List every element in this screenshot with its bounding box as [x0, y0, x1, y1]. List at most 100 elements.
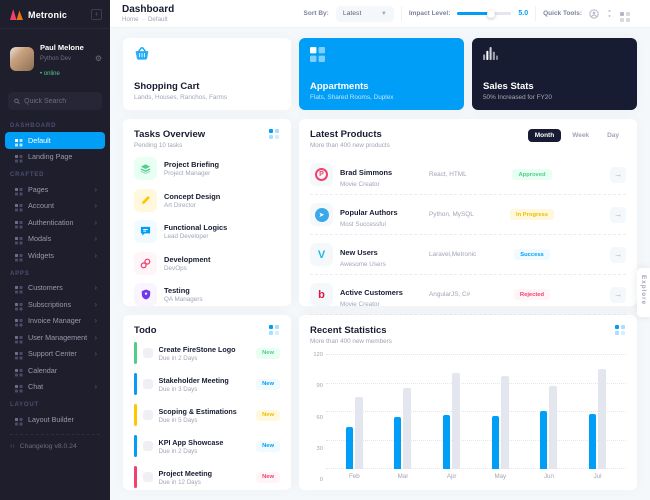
sidebar-item-calendar[interactable]: Calendar: [5, 362, 105, 379]
gridline: [326, 354, 626, 355]
product-name[interactable]: Active Customers: [340, 287, 403, 297]
new-badge: New: [256, 347, 280, 359]
bar-current[interactable]: [443, 414, 451, 469]
todo-checkbox[interactable]: [142, 472, 153, 482]
card-subtitle: Pending 10 tasks: [134, 142, 183, 149]
tasks-overview-card: Tasks Overview Pending 10 tasks Project …: [123, 119, 291, 306]
bar-current[interactable]: [345, 427, 353, 469]
sort-by-select[interactable]: Latest ▼: [335, 5, 394, 22]
sidebar-toggle-button[interactable]: ‹: [91, 9, 102, 20]
impact-level-label: Impact Level:: [408, 10, 451, 17]
content: Shopping Cart Lands, Houses, Ranchos, Fa…: [110, 28, 650, 500]
card-sales-stats[interactable]: Sales Stats 50% Increased for FY20: [472, 38, 637, 110]
task-item[interactable]: Concept Design Art Director: [134, 188, 280, 212]
product-row: V New Users Awesome Users Laravel,Metroni…: [310, 235, 626, 275]
row-arrow-button[interactable]: →: [610, 246, 626, 263]
apps-grid-icon[interactable]: [620, 11, 631, 23]
row-arrow-button[interactable]: →: [610, 286, 626, 303]
todo-checkbox[interactable]: [142, 379, 153, 389]
sidebar-item-customers[interactable]: Customers ›: [5, 280, 105, 297]
explore-tab[interactable]: Explore: [637, 268, 650, 318]
bottom-row: Todo Create FireStone Logo Due in 2 Days …: [123, 315, 637, 490]
product-name[interactable]: New Users: [340, 247, 378, 257]
impact-level-slider[interactable]: [457, 9, 512, 18]
search-input[interactable]: [24, 97, 96, 105]
bar-previous[interactable]: [549, 386, 558, 469]
tab-month[interactable]: Month: [527, 129, 562, 142]
card-title: Latest Products: [310, 129, 382, 140]
sidebar-item-modals[interactable]: Modals ›: [5, 231, 105, 248]
task-item[interactable]: Functional Logics Lead Developer: [134, 220, 280, 243]
account-icon: [15, 204, 18, 208]
todo-title[interactable]: Scoping & Estimations: [158, 406, 237, 416]
quick-search[interactable]: [8, 92, 102, 110]
task-item[interactable]: Testing QA Managers: [134, 283, 280, 306]
sidebar-item-invoice-manager[interactable]: Invoice Manager ›: [5, 313, 105, 330]
card-appartments[interactable]: Appartments Flats, Shared Rooms, Duplex: [299, 38, 464, 110]
metronic-logo-icon: [10, 9, 23, 20]
changelog-link[interactable]: ‹› Changelog v8.0.24: [10, 442, 77, 450]
todo-title[interactable]: Create FireStone Logo: [158, 344, 236, 354]
bar-previous[interactable]: [403, 388, 412, 469]
bar-current[interactable]: [540, 411, 548, 469]
user-circle-icon[interactable]: [589, 8, 599, 19]
code-icon: ‹›: [10, 442, 15, 450]
slider-handle[interactable]: [486, 9, 495, 18]
tab-day[interactable]: Day: [607, 132, 619, 139]
priority-bar: [134, 373, 137, 395]
todo-title[interactable]: Project Meeting: [158, 468, 213, 478]
card-menu-icon[interactable]: [269, 129, 273, 133]
task-item[interactable]: Project Briefing Project Manager: [134, 157, 280, 180]
gear-icon[interactable]: ⚙: [94, 54, 102, 63]
bar-current[interactable]: [589, 413, 597, 469]
sidebar-item-chat[interactable]: Chat ›: [5, 379, 105, 396]
chevron-right-icon: ›: [94, 234, 97, 244]
bebo-logo: b: [310, 283, 333, 306]
card-menu-icon[interactable]: [615, 325, 619, 329]
new-badge: New: [256, 471, 280, 483]
user-panel[interactable]: Paul Melone Python Dev • online ⚙: [0, 28, 110, 88]
sidebar-item-user-management[interactable]: User Management ›: [5, 329, 105, 346]
gridline: [326, 439, 626, 441]
card-shopping-cart[interactable]: Shopping Cart Lands, Houses, Ranchos, Fa…: [123, 38, 291, 110]
sidebar-item-authentication[interactable]: Authentication ›: [5, 214, 105, 231]
sidebar-item-layout-builder[interactable]: Layout Builder: [5, 411, 105, 428]
card-menu-icon[interactable]: [269, 325, 273, 329]
priority-bar: [134, 435, 137, 457]
bar-previous[interactable]: [598, 369, 607, 469]
expand-icon[interactable]: [605, 9, 614, 18]
todo-title[interactable]: KPI App Showcase: [158, 437, 224, 447]
user-management-icon: [15, 335, 18, 339]
todo-title[interactable]: Stakeholder Meeting: [158, 375, 229, 385]
chevron-right-icon: ›: [94, 316, 97, 326]
todo-item: KPI App Showcase Due in 2 Days New: [134, 435, 280, 457]
tab-week[interactable]: Week: [572, 132, 590, 139]
sidebar-item-subscriptions[interactable]: Subscriptions ›: [5, 296, 105, 313]
bar-current[interactable]: [394, 416, 402, 469]
bar-previous[interactable]: [500, 375, 509, 469]
sidebar-item-default[interactable]: Default: [5, 132, 105, 149]
bar-current[interactable]: [491, 415, 499, 469]
sidebar-item-landing-page[interactable]: Landing Page: [5, 149, 105, 166]
subscriptions-icon: [15, 302, 18, 306]
todo-checkbox[interactable]: [142, 348, 153, 358]
sidebar-item-support-center[interactable]: Support Center ›: [5, 346, 105, 363]
row-arrow-button[interactable]: →: [610, 206, 626, 223]
bar-previous[interactable]: [452, 373, 461, 469]
row-arrow-button[interactable]: →: [610, 166, 626, 183]
sidebar-item-account[interactable]: Account ›: [5, 198, 105, 215]
chevron-right-icon: ›: [94, 184, 97, 194]
support-icon: [15, 352, 18, 356]
product-name[interactable]: Brad Simmons: [340, 167, 393, 177]
chart-y-axis: 120 90 60 30 0: [310, 352, 326, 483]
sidebar-item-widgets[interactable]: Widgets ›: [5, 247, 105, 264]
sidebar-item-pages[interactable]: Pages ›: [5, 181, 105, 198]
bar-previous[interactable]: [354, 396, 363, 469]
product-name[interactable]: Popular Authors: [340, 207, 398, 217]
task-item[interactable]: Development DevOps: [134, 251, 280, 275]
section-label-crafted: CRAFTED: [10, 172, 45, 178]
todo-checkbox[interactable]: [142, 441, 153, 451]
breadcrumb-home[interactable]: Home: [122, 16, 139, 23]
topbar: Dashboard Home – Default Sort By: Latest…: [110, 0, 650, 28]
todo-checkbox[interactable]: [142, 410, 153, 420]
